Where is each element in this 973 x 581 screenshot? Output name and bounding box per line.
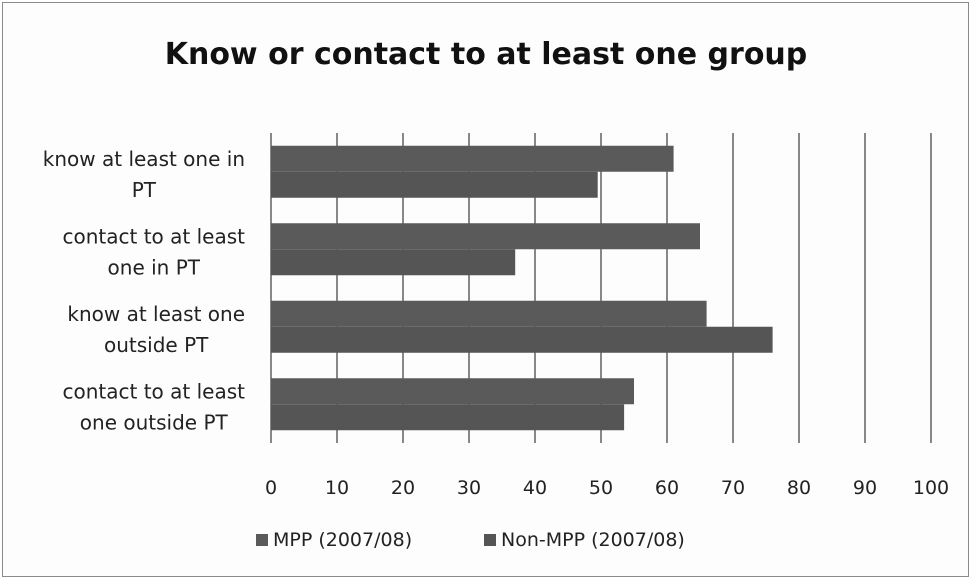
x-tick-label-8: 80 bbox=[787, 477, 811, 499]
bar-non-mpp-1 bbox=[271, 249, 516, 276]
legend: MPP (2007/08) Non-MPP (2007/08) bbox=[256, 529, 685, 551]
x-tick-label-4: 40 bbox=[523, 477, 547, 499]
category-label-2-line-0: know at least one bbox=[67, 302, 245, 326]
bar-mpp-0 bbox=[271, 145, 674, 172]
bar-non-mpp-3 bbox=[271, 404, 625, 431]
bar-mpp-1 bbox=[271, 223, 700, 250]
category-label-3-line-1: one outside PT bbox=[80, 410, 229, 434]
x-tick-label-1: 10 bbox=[325, 477, 349, 499]
bar-mpp-3 bbox=[271, 378, 634, 405]
x-tick-label-5: 50 bbox=[589, 477, 613, 499]
bar-mpp-2 bbox=[271, 300, 707, 327]
category-label-1-line-1: one in PT bbox=[108, 255, 201, 279]
chart-title: Know or contact to at least one group bbox=[165, 37, 808, 72]
legend-label-non-mpp: Non-MPP (2007/08) bbox=[501, 529, 685, 551]
category-label-0-line-1: PT bbox=[132, 178, 157, 202]
category-label-3-line-0: contact to at least bbox=[63, 379, 246, 403]
x-tick-label-0: 0 bbox=[265, 477, 277, 499]
legend-label-mpp: MPP (2007/08) bbox=[273, 529, 412, 551]
x-tick-label-3: 30 bbox=[457, 477, 481, 499]
bars bbox=[271, 145, 773, 431]
bar-non-mpp-2 bbox=[271, 326, 773, 353]
legend-swatch-mpp bbox=[256, 534, 268, 546]
category-label-1-line-0: contact to at least bbox=[63, 224, 246, 248]
x-tick-label-10: 100 bbox=[913, 477, 949, 499]
category-label-0-line-0: know at least one in bbox=[43, 147, 245, 171]
x-tick-label-9: 90 bbox=[853, 477, 877, 499]
bar-non-mpp-0 bbox=[271, 171, 598, 198]
x-axis-tick-labels: 0 10 20 30 40 50 60 70 80 90 100 bbox=[265, 477, 949, 499]
x-tick-label-6: 60 bbox=[655, 477, 679, 499]
x-tick-label-2: 20 bbox=[391, 477, 415, 499]
legend-swatch-non-mpp bbox=[484, 534, 496, 546]
x-tick-label-7: 70 bbox=[721, 477, 745, 499]
category-label-2-line-1: outside PT bbox=[104, 333, 209, 357]
category-labels: know at least one in PT contact to at leas… bbox=[43, 147, 245, 435]
